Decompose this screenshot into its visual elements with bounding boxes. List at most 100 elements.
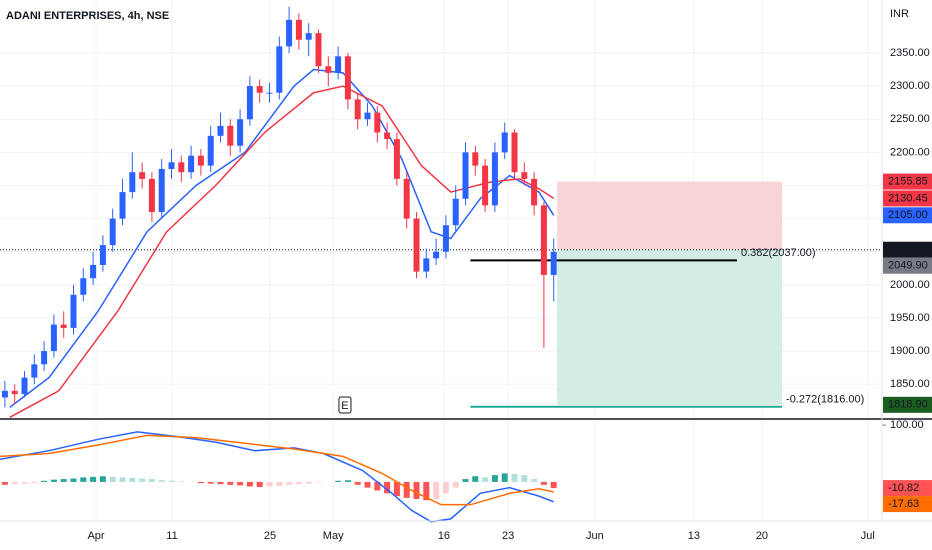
y-tick-label: 1950.00: [890, 312, 930, 324]
candle-body: [442, 225, 449, 252]
histogram-bar: [295, 481, 302, 485]
candle-body: [452, 198, 459, 226]
candle-body: [540, 205, 547, 275]
candle-body: [393, 139, 400, 179]
candle-body: [227, 125, 234, 146]
price-marker-bg: [883, 173, 932, 190]
stop-zone: [557, 181, 783, 250]
price-marker-bg: [883, 241, 932, 258]
histogram-bar: [276, 481, 283, 486]
histogram-bar: [354, 481, 361, 485]
candle-body: [197, 155, 204, 166]
price-marker-label: 2053.00: [888, 244, 928, 256]
value-marker-label: -17.63: [888, 498, 919, 510]
candle-body: [31, 364, 38, 378]
value-marker-bg: [883, 480, 932, 497]
histogram-bar: [540, 481, 547, 485]
price-marker-bg: [883, 257, 932, 274]
histogram-bar: [501, 473, 508, 482]
histogram-bar: [374, 481, 381, 491]
candle-body: [325, 66, 332, 73]
candle-body: [423, 258, 430, 272]
histogram-bar: [207, 481, 214, 484]
histogram-bar: [305, 481, 312, 484]
histogram-bar: [31, 481, 38, 484]
y-tick-label: 2300.00: [890, 80, 930, 92]
candle-body: [315, 33, 322, 67]
candle-body: [286, 19, 293, 47]
histogram-bar: [80, 477, 87, 482]
x-tick-label: Jun: [586, 530, 604, 542]
event-marker: [338, 396, 352, 414]
x-tick-label: 20: [756, 530, 768, 542]
histogram-bar: [550, 481, 557, 489]
candle-body: [109, 218, 116, 246]
histogram-bar: [21, 481, 28, 484]
candle-body: [403, 178, 410, 219]
histogram-bar: [256, 481, 263, 488]
price-marker-bg: [883, 207, 932, 224]
histogram-bar: [403, 481, 410, 498]
histogram-bar: [286, 481, 293, 485]
price-marker-label: 2155.85: [888, 176, 928, 188]
candle-body: [178, 162, 185, 173]
histogram-bar: [109, 476, 116, 482]
histogram-bar: [462, 479, 469, 482]
candle-body: [1, 390, 8, 398]
candle-body: [148, 178, 155, 212]
candle-body: [413, 218, 420, 272]
histogram-bar: [148, 479, 155, 482]
histogram-bar: [217, 481, 224, 485]
y-tick-label: 100.00: [890, 419, 924, 431]
candle-body: [119, 192, 126, 219]
histogram-bar: [266, 481, 273, 487]
histogram-bar: [531, 479, 538, 482]
histogram-bar: [139, 478, 146, 482]
candle-body: [276, 46, 283, 93]
candle-body: [501, 132, 508, 153]
candle-body: [364, 112, 371, 120]
histogram-bar: [423, 481, 430, 501]
candle-body: [256, 86, 263, 93]
y-tick-label: 2250.00: [890, 113, 930, 125]
candle-body: [266, 92, 273, 94]
histogram-bar: [491, 475, 498, 482]
candle-body: [472, 152, 479, 166]
y-tick-label: 1850.00: [890, 378, 930, 390]
x-tick-label: Apr: [87, 530, 104, 542]
histogram-bar: [90, 476, 97, 482]
histogram-bar: [70, 478, 77, 482]
histogram-bar: [99, 476, 106, 482]
histogram-bar: [41, 480, 48, 482]
histogram-bar: [482, 477, 489, 482]
price-marker-label: 1818.90: [888, 399, 928, 411]
candle-body: [295, 19, 302, 40]
histogram-bar: [521, 475, 528, 482]
histogram-bar: [393, 481, 400, 497]
candle-body: [335, 56, 342, 73]
histogram-bar: [413, 481, 420, 499]
indicator-line: [9, 85, 555, 418]
histogram-bar: [197, 481, 204, 484]
histogram-bar: [335, 480, 342, 482]
candle-body: [158, 168, 165, 212]
histogram-bar: [364, 481, 371, 488]
candle-body: [70, 294, 77, 328]
candle-body: [511, 132, 518, 173]
histogram-bar: [344, 480, 351, 482]
currency: INR: [890, 8, 909, 20]
candle-body: [188, 155, 195, 173]
histogram-bar: [237, 481, 244, 486]
candle-body: [433, 251, 440, 259]
candle-body: [11, 390, 18, 395]
candle-body: [531, 178, 538, 206]
candle-body: [305, 33, 312, 40]
x-tick-label: 25: [264, 530, 276, 542]
price-marker-label: 2105.00: [888, 209, 928, 221]
fib-label: -0.272(1816.00): [786, 394, 864, 406]
histogram-bar: [178, 481, 185, 482]
histogram-bar: [511, 473, 518, 482]
candle-body: [374, 112, 381, 133]
candle-body: [41, 351, 48, 365]
candle-body: [90, 264, 97, 279]
